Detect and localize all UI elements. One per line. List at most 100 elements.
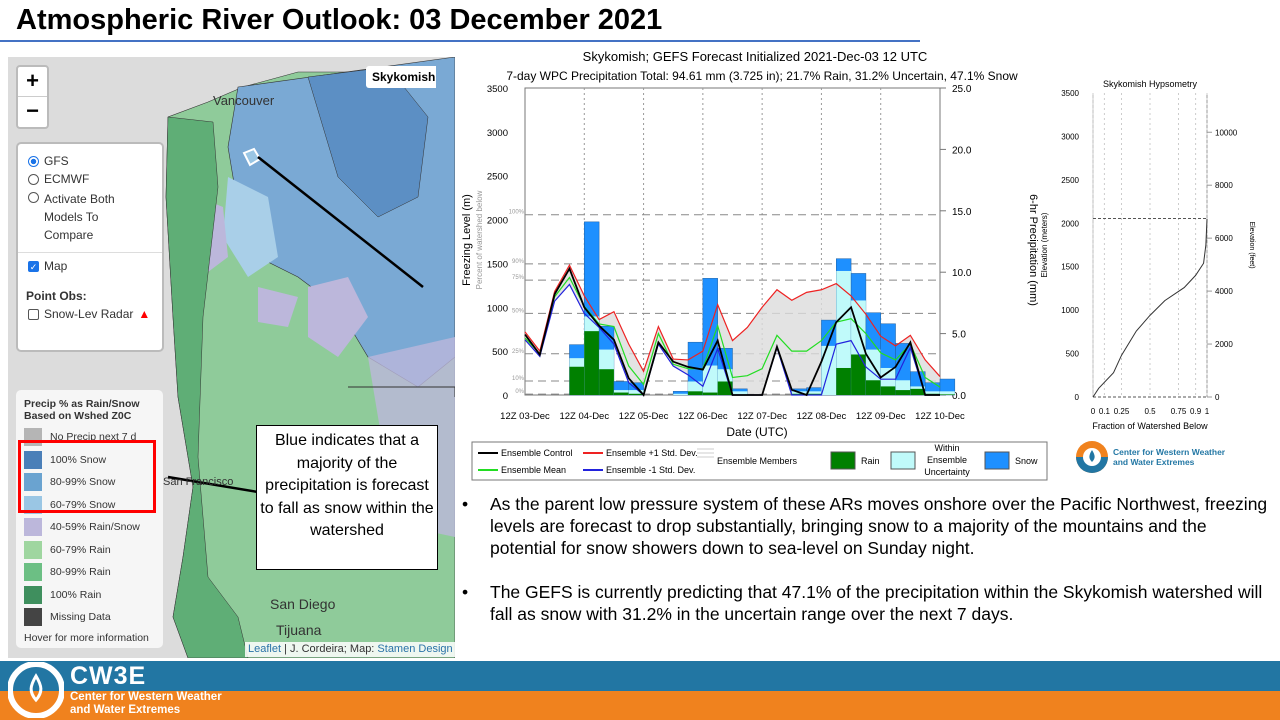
x-tick-label: 12Z 04-Dec [559,411,609,422]
checkbox-checked-icon[interactable]: ✓ [28,261,39,272]
stamen-link[interactable]: Stamen Design [377,643,453,655]
rain-bar [628,393,644,395]
legend-item: 100% Snow [24,449,155,472]
rain-bar [895,390,911,395]
map-panel[interactable]: Vancouver San Francisco San Diego Tijuan… [8,57,455,658]
legend-item: Missing Data [24,606,155,629]
rain-bar [865,380,881,395]
cw3e-logo-small: Center for Western Weather and Water Extr… [1075,440,1225,474]
hyps-y-left-tick-label: 1500 [1061,263,1079,272]
y-left-tick-label: 2000 [487,216,508,227]
radio-icon[interactable] [28,192,39,203]
y-left-tick-label: 3500 [487,84,508,95]
y-right-tick-label: 0.0 [952,391,966,402]
hyps-y-left-tick-label: 2500 [1061,176,1079,185]
hyps-x-tick-label: 0.75 [1171,407,1187,416]
city-san-diego: San Diego [270,596,336,612]
legend-swatch [24,585,42,604]
divider [18,252,162,253]
watershed-label: Skykomish [366,66,436,88]
hyps-x-tick-label: 1 [1205,407,1210,416]
x-tick-label: 12Z 09-Dec [856,411,906,422]
legend-swatch [890,451,916,470]
snow-lev-radar-toggle[interactable]: Snow-Lev Radar ▲ [28,307,162,321]
highlight-box [18,440,156,513]
charts-area: Skykomish; GEFS Forecast Initialized 202… [461,49,1255,481]
uncertainty-bar [628,390,644,395]
zoom-in-button[interactable]: + [18,67,47,97]
uncertainty-bar [702,365,718,395]
model-option-ecmwf[interactable]: ECMWF [28,172,162,186]
title-divider [0,40,920,42]
radio-icon[interactable] [28,174,39,185]
chart-subtitle: 7-day WPC Precipitation Total: 94.61 mm … [506,69,1018,83]
legend-footer: Hover for more information [24,631,149,644]
hyps-y-left-tick-label: 3000 [1061,132,1079,141]
hyps-y-right-tick-label: 10000 [1215,128,1238,137]
y-left-tick-label: 1000 [487,303,508,314]
x-tick-label: 12Z 10-Dec [915,411,965,422]
pointer-arrow [257,156,424,288]
layer-control: GFS ECMWF Activate Both Models To Compar… [16,142,164,352]
y-left-tick-label: 1500 [487,259,508,270]
legend-label: Ensemble [927,455,967,465]
y-right-tick-label: 20.0 [952,145,972,156]
series-line-ensemble-control [524,266,940,397]
hypsometric-curve [1092,218,1208,398]
x-axis-label: Date (UTC) [726,425,787,439]
rain-bar [880,386,896,395]
rain-bar [791,393,807,395]
footer-band-orange [0,691,1280,720]
point-obs-heading: Point Obs: [26,289,87,303]
legend-label: 80-99% Rain [50,566,111,579]
legend-item: 60-79% Rain [24,539,155,562]
rain-bar [688,391,703,395]
legend-swatch [24,473,42,492]
hyps-y-right-tick-label: 6000 [1215,234,1233,243]
hyps-y-right-tick-label: 8000 [1215,181,1233,190]
model-option-gfs[interactable]: GFS [28,154,162,168]
legend-label: 60-79% Rain [50,543,111,556]
legend-swatch [24,450,42,469]
legend-item: 40-59% Rain/Snow [24,516,155,539]
hyps-y-left-tick-label: 3500 [1061,89,1079,98]
triangle-icon: ▲ [138,307,151,321]
bullet-list: • As the parent low pressure system of th… [462,493,1272,647]
legend-item: 80-99% Rain [24,561,155,584]
legend-item: 60-79% Snow [24,494,155,517]
rain-bar [836,367,852,395]
uncertainty-bar [673,393,689,395]
y-left-tick-label: 3000 [487,128,508,139]
y-left-tick-label: 2500 [487,172,508,183]
y-left-axis-label: Freezing Level (m) [461,194,473,286]
hyps-y-left-tick-label: 2000 [1061,219,1079,228]
percent-label: 50% [512,308,525,314]
hyps-y-left-tick-label: 0 [1075,393,1080,402]
map-toggle[interactable]: ✓ Map [28,259,68,273]
x-tick-label: 12Z 05-Dec [619,411,669,422]
leaflet-link[interactable]: Leaflet [248,643,282,655]
model-option-both[interactable]: Activate Both Models To Compare [28,190,162,244]
zoom-out-button[interactable]: − [26,98,39,123]
hyps-y-right-tick-label: 2000 [1215,340,1233,349]
checkbox-icon[interactable] [28,309,39,320]
rain-bar [569,366,585,395]
hyps-y-right-tick-label: 0 [1215,393,1220,402]
city-tijuana: Tijuana [276,622,322,638]
legend-label: Within [934,443,959,453]
radio-icon[interactable] [28,156,39,167]
legend-label: Ensemble Control [501,448,573,458]
rain-bar [910,388,926,395]
legend-label: 40-59% Rain/Snow [50,521,140,534]
legend-swatch [984,451,1010,470]
hyps-y-right-tick-label: 4000 [1215,287,1233,296]
legend-swatch [24,563,42,582]
y-left-secondary-label: Percent of watershed below [475,190,484,289]
rain-bar [584,331,600,395]
y-left-tick-label: 500 [492,347,508,358]
city-san-francisco: San Francisco [163,476,233,488]
cw3e-logo-icon [8,662,64,718]
hyps-y-left-label: Elevation (meters) [1040,212,1049,277]
callout-box: Blue indicates that a majority of the pr… [256,425,438,570]
y-right-tick-label: 5.0 [952,330,966,341]
